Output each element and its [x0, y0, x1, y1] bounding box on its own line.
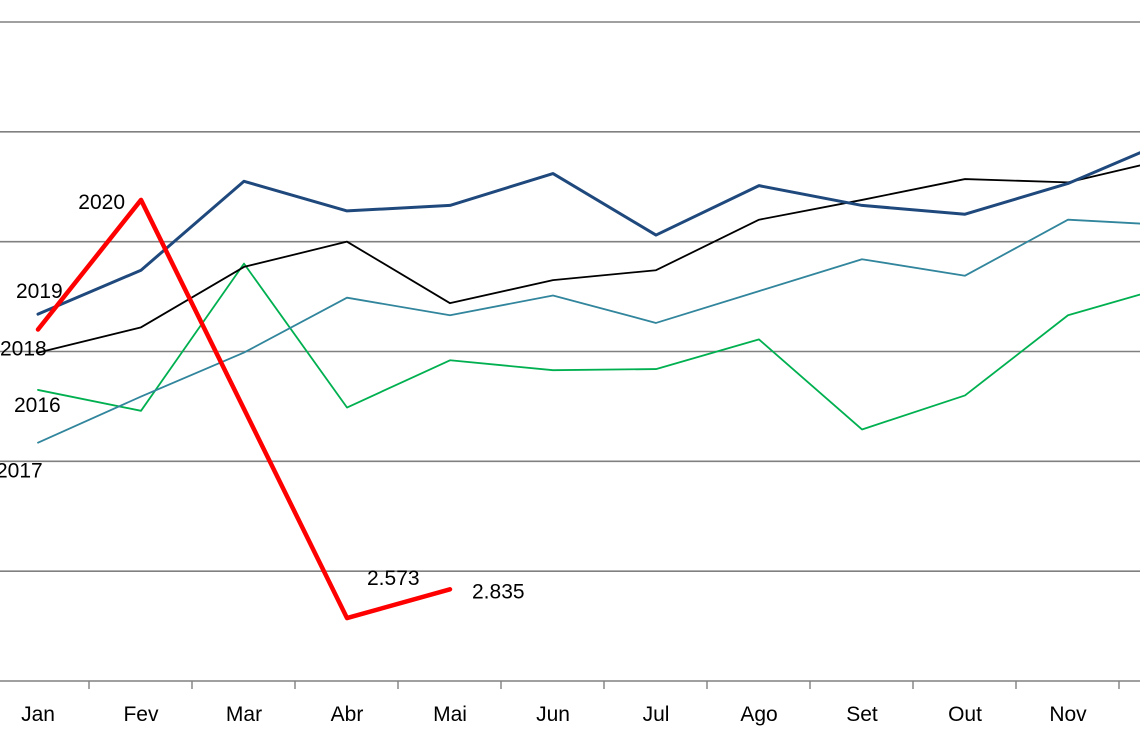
- x-tick-label-mar: Mar: [226, 703, 262, 726]
- x-tick-label-jun: Jun: [536, 703, 570, 726]
- x-tick-label-jan: Jan: [21, 703, 55, 726]
- x-tick-label-out: Out: [948, 703, 982, 726]
- series-line-2018: [37, 164, 1140, 354]
- x-tick-label-jul: Jul: [643, 703, 670, 726]
- series-line-2020: [35, 197, 453, 621]
- series-line-2016: [37, 262, 1140, 431]
- x-tick-label-abr: Abr: [331, 703, 364, 726]
- series-label-2018: 2018: [0, 338, 47, 361]
- x-axis-labels: JanFevMarAbrMaiJunJulAgoSetOutNovDez: [21, 703, 1087, 726]
- data-label: 2.835: [472, 580, 525, 603]
- series-labels: 2016 2017 2018 2019 2020: [0, 191, 125, 483]
- x-tick-label-set: Set: [846, 703, 878, 726]
- x-tick-label-fev: Fev: [123, 703, 159, 726]
- x-axis-ticks: [88, 681, 1120, 689]
- series-label-2019: 2019: [16, 280, 63, 303]
- x-tick-label-mai: Mai: [433, 703, 467, 726]
- data-labels: 2.573 2.835: [367, 567, 525, 603]
- series-label-2017: 2017: [0, 460, 43, 483]
- data-label: 2.573: [367, 567, 420, 590]
- series-line-2017: [37, 218, 1140, 444]
- series-label-2016: 2016: [14, 394, 61, 417]
- series-label-2020: 2020: [78, 191, 125, 214]
- x-tick-label-ago: Ago: [740, 703, 777, 726]
- series-line-2019: [36, 151, 1140, 316]
- gridlines: [0, 21, 1140, 682]
- series-lines: [35, 151, 1140, 621]
- x-tick-label-nov: Nov: [1049, 703, 1087, 726]
